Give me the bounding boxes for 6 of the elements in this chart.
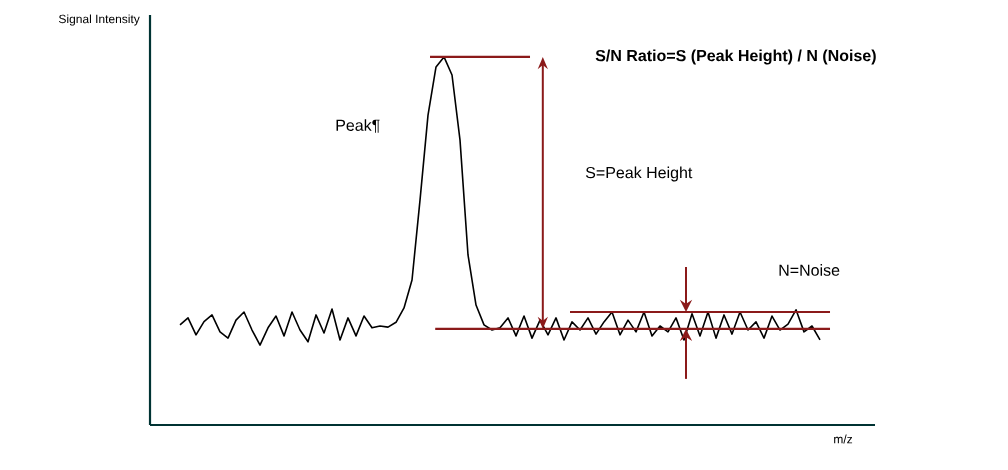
annotation: N=Noise (779, 264, 840, 276)
x-axis-title: m/z (834, 434, 853, 444)
annotation: Peak¶ (336, 119, 380, 133)
chart-title: S/N Ratio=S (Peak Height) / N (Noise) (595, 49, 876, 65)
annotation: S=Peak Height (585, 166, 693, 182)
y-axis-title: Signal Intensity (58, 14, 140, 26)
